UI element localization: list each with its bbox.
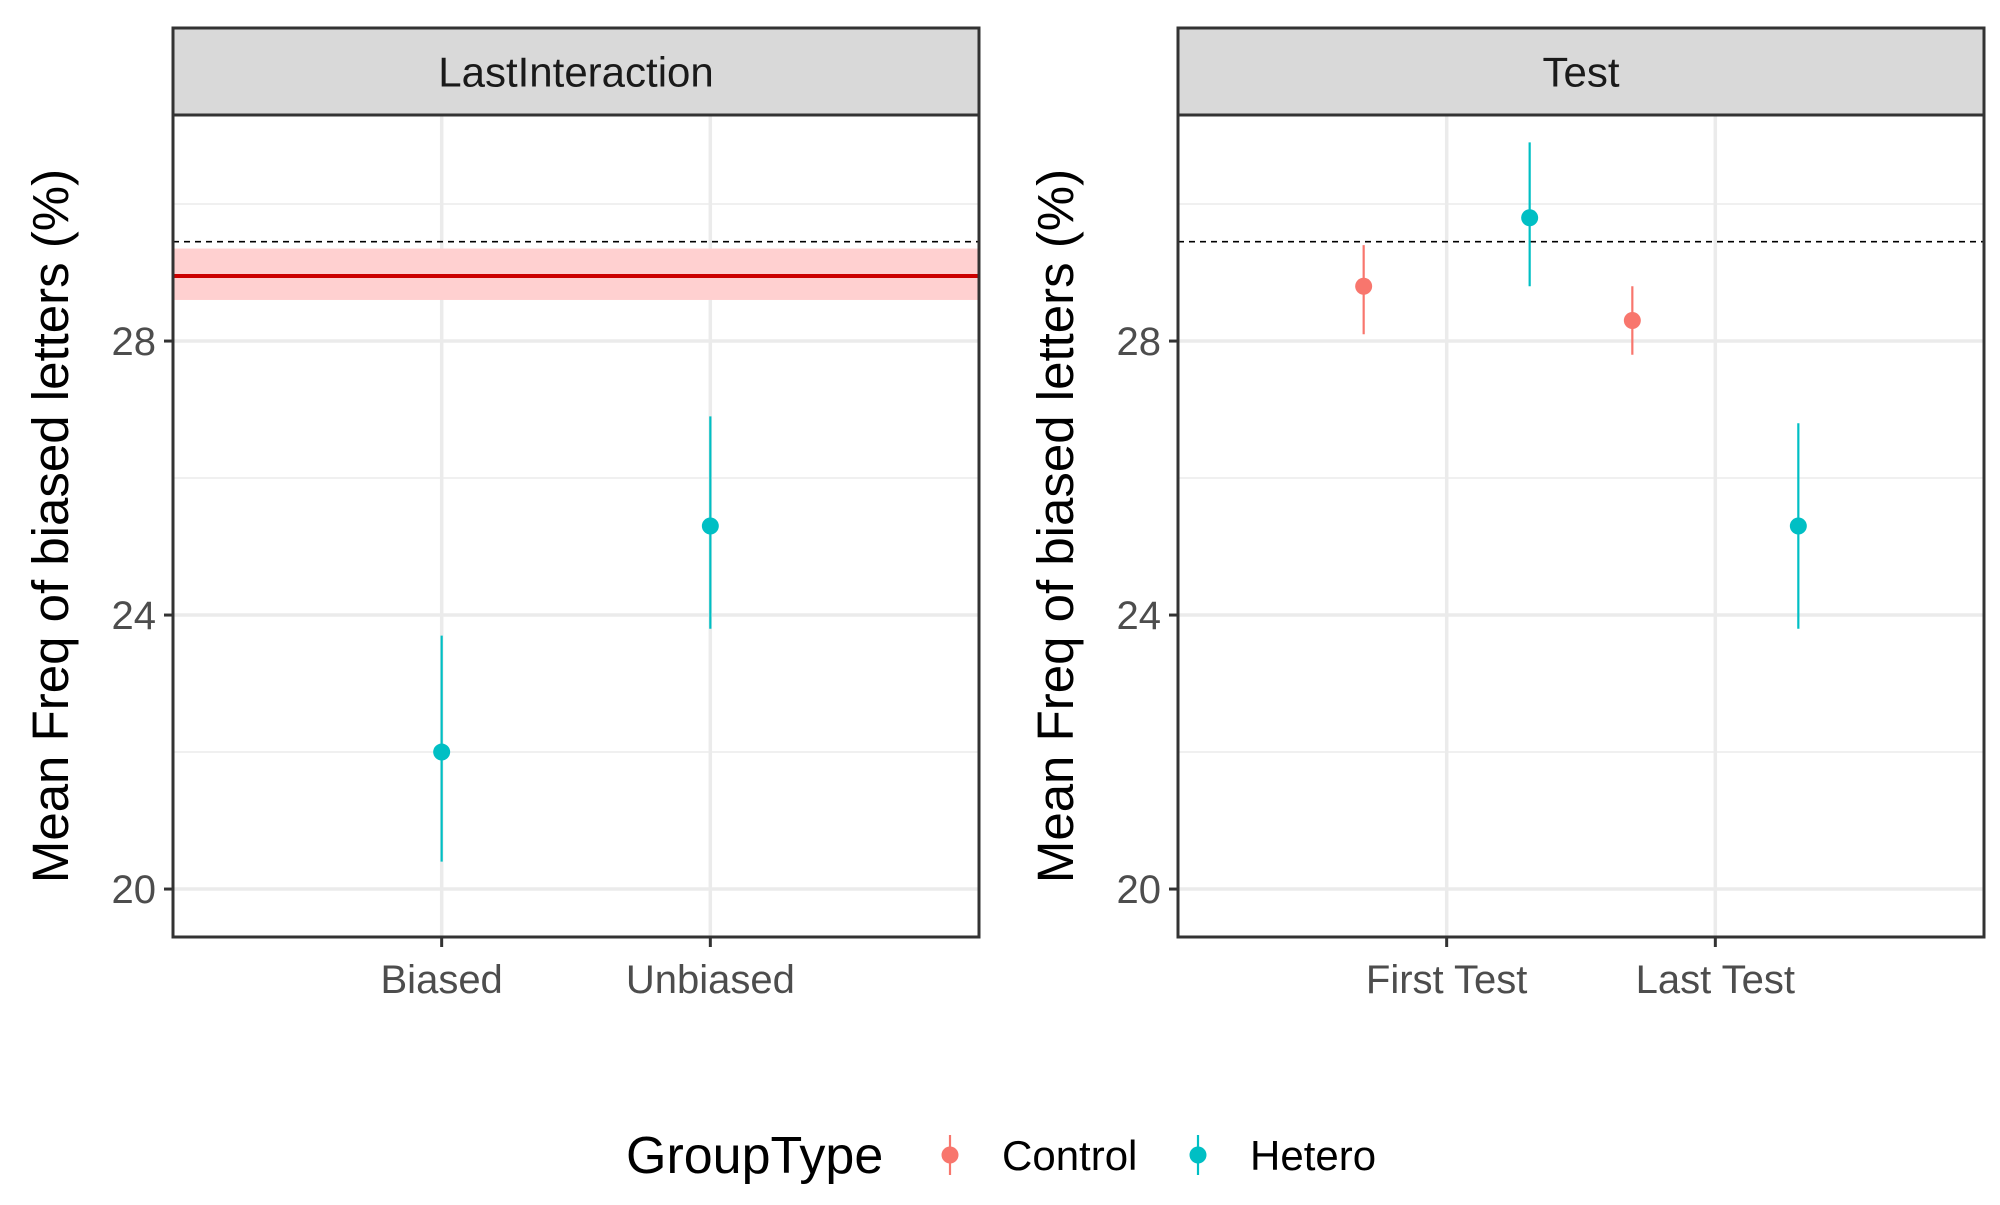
- y-tick-label: 28: [1117, 320, 1162, 364]
- legend-label: Control: [1002, 1132, 1137, 1179]
- y-tick-label: 28: [112, 320, 157, 364]
- data-point: [1521, 209, 1539, 227]
- panel-border: [171, 113, 981, 939]
- data-point: [1789, 517, 1807, 535]
- facet-strip-label: Test: [1542, 49, 1619, 96]
- y-axis-title: Mean Freq of biased letters (%): [22, 169, 79, 883]
- legend-title: GroupType: [626, 1127, 883, 1185]
- data-point: [433, 743, 451, 761]
- y-tick-label: 24: [112, 594, 157, 638]
- x-tick-label: Last Test: [1636, 958, 1795, 1002]
- legend-key-point: [941, 1146, 959, 1164]
- y-axis-title: Mean Freq of biased letters (%): [1027, 169, 1084, 883]
- data-point: [1623, 312, 1641, 329]
- data-point: [1355, 277, 1373, 295]
- legend-label: Hetero: [1250, 1132, 1376, 1179]
- y-tick-label: 24: [1117, 594, 1162, 638]
- legend-key-point: [1189, 1146, 1207, 1164]
- facet-strip-label: LastInteraction: [438, 49, 714, 96]
- x-tick-label: Unbiased: [626, 958, 795, 1002]
- facet-strip: [1176, 26, 1986, 117]
- x-tick-label: Biased: [381, 958, 503, 1002]
- facet-strip: [171, 26, 981, 117]
- panel-border: [1176, 113, 1986, 939]
- data-point: [701, 517, 719, 535]
- x-tick-label: First Test: [1366, 958, 1528, 1002]
- y-tick-label: 20: [1117, 868, 1162, 912]
- y-tick-label: 20: [112, 868, 157, 912]
